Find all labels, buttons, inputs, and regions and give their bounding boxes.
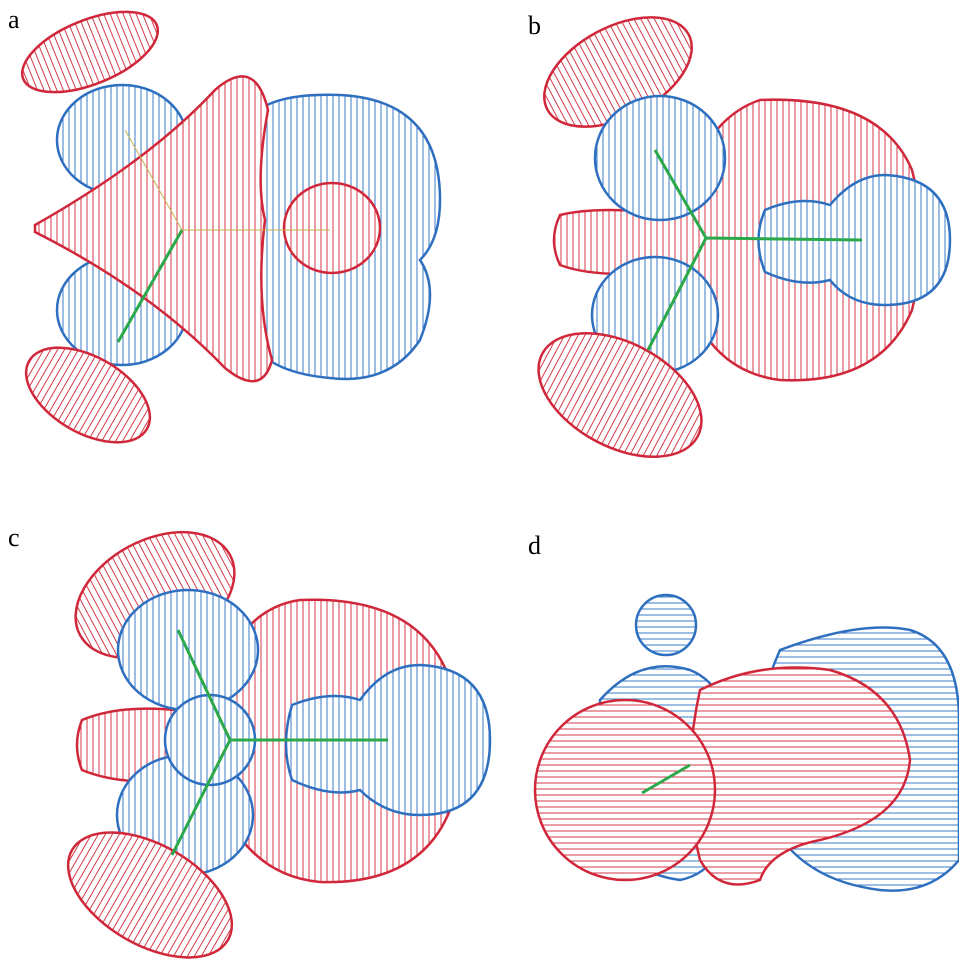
figure: a b c d [0,0,959,961]
lobe [636,595,696,655]
panel-label: b [528,11,541,40]
panel-c: c [8,507,490,961]
panel-d: d [528,531,959,891]
lobe [535,700,715,880]
panel-label: c [8,523,20,552]
panel-label: d [528,531,541,560]
lobe [284,183,380,273]
panel-a: a [8,0,440,462]
panel-b: b [518,0,950,482]
panel-label: a [8,5,20,34]
